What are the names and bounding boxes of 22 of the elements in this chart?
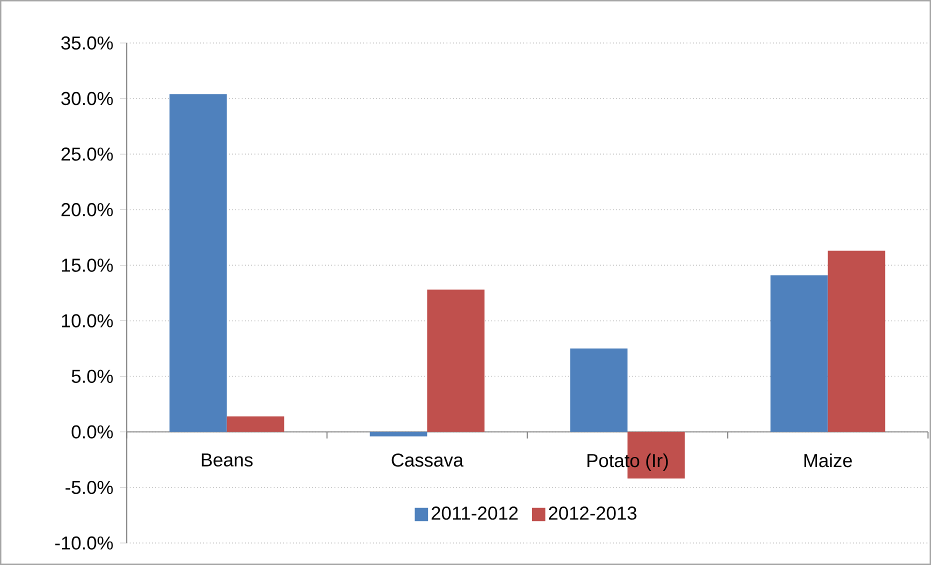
y-tick-label: 20.0% [62, 203, 113, 216]
x-tick-label: Cassava [392, 453, 464, 467]
bar [828, 250, 886, 432]
bar [570, 348, 628, 432]
y-tick-label: 5.0% [72, 370, 113, 383]
legend-label: 2012-2013 [548, 506, 636, 520]
y-tick-label: -10.0% [55, 536, 113, 550]
y-tick-label: 25.0% [62, 147, 113, 161]
legend-label: 2011-2012 [432, 506, 518, 520]
x-tick-label: Beans [202, 453, 253, 467]
bar [226, 416, 284, 432]
y-tick-label: 0.0% [72, 425, 113, 439]
y-tick-label: 10.0% [62, 314, 113, 328]
y-tick-label: -5.0% [66, 480, 113, 494]
x-tick-label: Maize [804, 453, 852, 468]
bar [770, 275, 828, 432]
bar [170, 94, 227, 432]
bar [427, 290, 485, 432]
y-tick-label: 30.0% [61, 92, 113, 106]
y-tick-label: 35.0% [61, 36, 113, 50]
bar [370, 432, 428, 436]
y-tick-label: 15.0% [62, 258, 113, 272]
